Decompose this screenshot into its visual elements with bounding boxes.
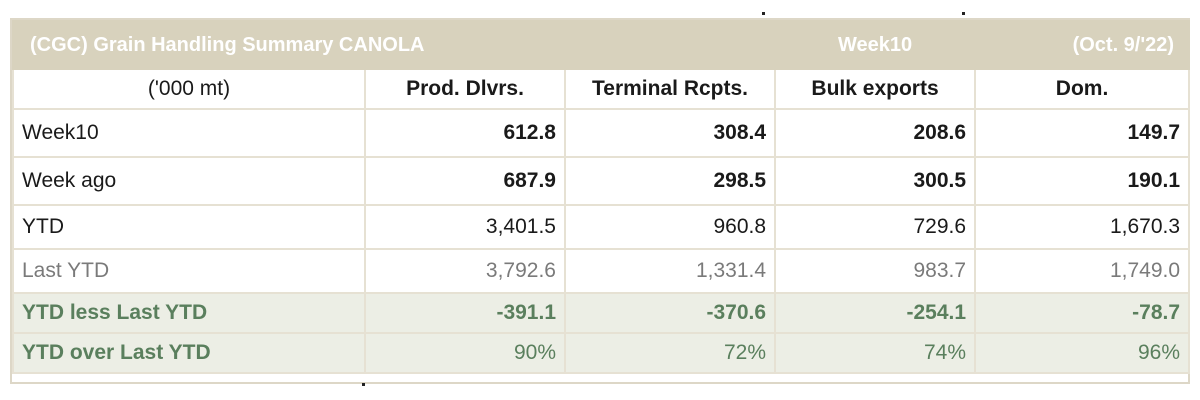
cell-value: 983.7 [774, 248, 977, 294]
table-row-ytd: YTD 3,401.5 960.8 729.6 1,670.3 [12, 204, 1191, 250]
col-header-bulk-exports: Bulk exports [774, 68, 977, 110]
col-header-terminal-rcpts: Terminal Rcpts. [563, 68, 777, 110]
corner-tick-mark [362, 383, 365, 386]
week-label: Week10 [774, 20, 977, 70]
row-label: YTD less Last YTD [12, 292, 366, 334]
cell-value: 149.7 [974, 108, 1191, 158]
cell-value: 90% [364, 332, 566, 374]
cell-value: 729.6 [774, 204, 977, 250]
cell-value: 190.1 [974, 156, 1191, 206]
cell-value: 1,749.0 [974, 248, 1191, 294]
cell-value: 208.6 [774, 108, 977, 158]
table-row-last-ytd: Last YTD 3,792.6 1,331.4 983.7 1,749.0 [12, 248, 1191, 294]
table-row-ytd-over-last-ytd: YTD over Last YTD 90% 72% 74% 96% [12, 332, 1191, 374]
table-row-ytd-less-last-ytd: YTD less Last YTD -391.1 -370.6 -254.1 -… [12, 292, 1191, 334]
row-label: Week ago [12, 156, 366, 206]
grain-summary-table: (CGC) Grain Handling Summary CANOLA Week… [11, 20, 1191, 374]
cell-value: 308.4 [563, 108, 777, 158]
cell-value: 612.8 [364, 108, 566, 158]
cell-value: -78.7 [974, 292, 1191, 334]
cell-value: 1,670.3 [974, 204, 1191, 250]
table-row-week-ago: Week ago 687.9 298.5 300.5 190.1 [12, 156, 1191, 206]
row-label: YTD over Last YTD [12, 332, 366, 374]
row-label: YTD [12, 204, 366, 250]
table-row-week10: Week10 612.8 308.4 208.6 149.7 [12, 108, 1191, 158]
row-label: Week10 [12, 108, 366, 158]
cell-value: -391.1 [364, 292, 566, 334]
grain-summary-table-frame: (CGC) Grain Handling Summary CANOLA Week… [10, 18, 1191, 384]
date-label: (Oct. 9/'22) [974, 20, 1191, 70]
table-title: (CGC) Grain Handling Summary CANOLA [11, 20, 777, 70]
cell-value: 3,401.5 [364, 204, 566, 250]
col-header-prod-dlvrs: Prod. Dlvrs. [364, 68, 566, 110]
cell-value: 300.5 [774, 156, 977, 206]
cell-value: 3,792.6 [364, 248, 566, 294]
corner-tick-mark [762, 12, 765, 15]
title-row: (CGC) Grain Handling Summary CANOLA Week… [11, 20, 1191, 70]
cell-value: 72% [563, 332, 777, 374]
corner-tick-mark [962, 12, 965, 15]
row-label: Last YTD [12, 248, 366, 294]
cell-value: 687.9 [364, 156, 566, 206]
cell-value: 1,331.4 [563, 248, 777, 294]
cell-value: 74% [774, 332, 977, 374]
unit-header: ('000 mt) [12, 68, 366, 110]
cell-value: 96% [974, 332, 1191, 374]
col-header-dom: Dom. [974, 68, 1191, 110]
cell-value: -254.1 [774, 292, 977, 334]
cell-value: 960.8 [563, 204, 777, 250]
cell-value: -370.6 [563, 292, 777, 334]
cell-value: 298.5 [563, 156, 777, 206]
header-row: ('000 mt) Prod. Dlvrs. Terminal Rcpts. B… [12, 68, 1191, 110]
